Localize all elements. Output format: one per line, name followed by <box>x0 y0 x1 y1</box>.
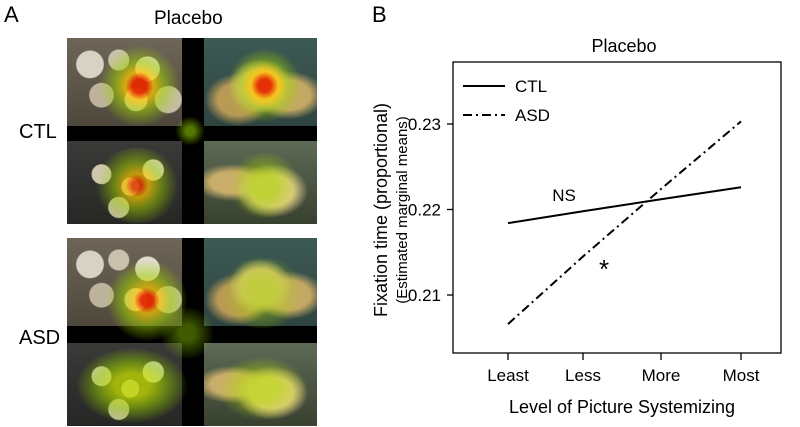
series-line-ctl <box>507 186 742 225</box>
row-label-asd: ASD <box>19 327 61 349</box>
asd-heatmap-collage <box>67 238 317 426</box>
panel-a-letter: A <box>4 2 19 27</box>
heatmap-spot <box>227 153 302 218</box>
y-axis-label-line2: (Estimated marginal means) <box>394 116 411 304</box>
x-tick-label: Least <box>487 366 529 385</box>
series-lines <box>507 120 742 325</box>
y-tick-label: 0.23 <box>408 115 441 134</box>
panel-b-letter: B <box>372 2 387 27</box>
x-axis: Least Less More Most <box>487 353 760 385</box>
y-tick-label: 0.21 <box>408 286 441 305</box>
heatmap-spot <box>77 348 187 423</box>
heatmap-spot <box>217 258 307 328</box>
x-tick-label: Less <box>565 366 601 385</box>
heatmap-spot <box>97 46 182 126</box>
x-tick-label: More <box>642 366 681 385</box>
x-axis-label: Level of Picture Systemizing <box>509 397 735 417</box>
heatmap-spot <box>175 116 205 146</box>
heatmap-spot <box>227 48 302 123</box>
significance-star: * <box>599 254 609 284</box>
annotations: NS * <box>552 186 609 284</box>
heatmap-spot <box>107 258 187 343</box>
y-axis: 0.21 0.22 0.23 <box>408 115 453 305</box>
legend: CTL ASD <box>463 77 550 125</box>
ctl-heatmap-collage <box>67 38 317 224</box>
heatmap-spot <box>157 308 217 358</box>
heatmap-spot <box>92 148 182 223</box>
y-axis-label-line1: Fixation time (proportional) <box>371 103 391 317</box>
x-tick-label: Most <box>723 366 760 385</box>
panel-a-title: Placebo <box>154 8 223 29</box>
legend-ctl-label: CTL <box>515 77 547 96</box>
row-label-ctl: CTL <box>19 121 57 143</box>
legend-asd-label: ASD <box>515 106 550 125</box>
y-tick-label: 0.22 <box>408 201 441 220</box>
chart-title: Placebo <box>591 36 656 56</box>
ns-annotation: NS <box>552 186 576 205</box>
plot-frame <box>452 61 782 354</box>
heatmap-spot <box>217 356 307 421</box>
series-line-asd <box>507 120 742 325</box>
